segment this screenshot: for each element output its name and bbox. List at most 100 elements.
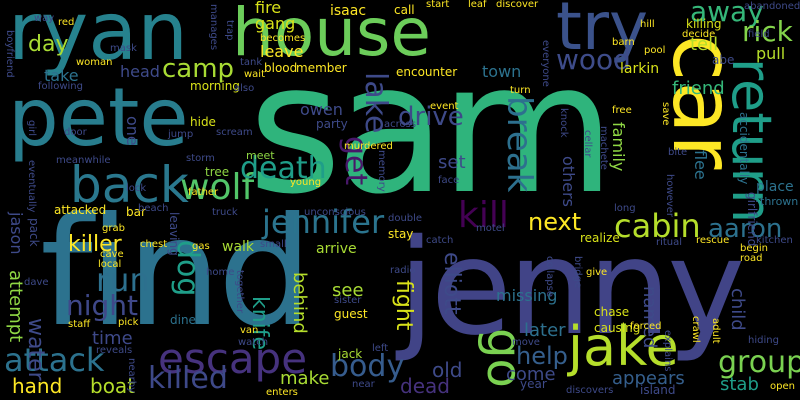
word-away: away <box>690 0 764 28</box>
word-island: island <box>640 383 676 397</box>
word-adult: adult <box>710 318 721 344</box>
word-water: water <box>23 318 48 381</box>
word-boat: boat <box>90 374 136 398</box>
word-following: following <box>38 81 83 92</box>
word-knife: knife <box>247 296 272 351</box>
word-body: body <box>330 349 405 384</box>
word-woman: woman <box>76 57 113 68</box>
word-double: double <box>388 213 423 224</box>
word-across: across <box>384 119 417 130</box>
word-later: later <box>524 320 566 341</box>
word-becomes: becomes <box>260 33 306 44</box>
word-manages: manages <box>208 4 219 51</box>
word-jack: jack <box>338 347 363 361</box>
word-attempt: attempt <box>5 270 26 343</box>
word-barn: barn <box>612 37 635 48</box>
word-staff: staff <box>68 319 91 330</box>
word-storm: storm <box>186 153 215 164</box>
word-return: return <box>720 58 783 224</box>
word-one: one <box>123 116 142 146</box>
word-pete: pete <box>8 71 189 164</box>
word-red: red <box>58 17 75 28</box>
word-turn: turn <box>510 85 531 96</box>
word-break: break <box>499 96 539 193</box>
word-murdered: murdered <box>344 141 393 152</box>
word-hide: hide <box>190 115 216 129</box>
word-forced: forced <box>630 321 662 332</box>
word-hiding: hiding <box>748 335 779 346</box>
word-small: small <box>260 239 287 250</box>
word-larkin: larkin <box>620 61 660 77</box>
word-set: set <box>438 152 466 173</box>
word-crawl: crawl <box>690 316 701 343</box>
word-wolf: wolf <box>180 167 255 208</box>
word-causing: causing <box>594 321 641 335</box>
word-start: start <box>426 0 450 10</box>
word-stab: stab <box>720 374 759 395</box>
word-chest: chest <box>140 239 168 250</box>
word-attacked: attacked <box>54 203 107 217</box>
word-night: night <box>66 289 139 322</box>
word-leaving: leaving <box>167 212 181 256</box>
word-mask: mask <box>110 43 137 54</box>
word-explains: explains <box>662 330 673 372</box>
word-abe: abe <box>712 53 735 67</box>
word-flee: flee <box>691 150 710 180</box>
word-face: face <box>438 175 460 186</box>
word-meanwhile: meanwhile <box>56 155 111 166</box>
word-event: event <box>430 101 459 112</box>
word-door: door <box>64 127 87 138</box>
word-wood: wood <box>556 43 631 76</box>
word-long: long <box>614 203 636 214</box>
word-cabin: cabin <box>614 207 701 245</box>
word-come: come <box>506 364 556 385</box>
word-boyfriend: boyfriend <box>4 30 15 78</box>
word-chase: chase <box>594 305 630 319</box>
word-give: give <box>586 267 608 278</box>
word-behind: behind <box>289 272 310 334</box>
word-make: make <box>280 368 330 389</box>
word-leaf: leaf <box>468 0 487 10</box>
word-decide: decide <box>682 29 716 40</box>
word-radio: radio <box>390 265 416 276</box>
word-friend: friend <box>672 78 725 99</box>
word-road: road <box>740 253 763 264</box>
word-young: young <box>290 177 322 188</box>
word-catch: catch <box>426 235 454 246</box>
word-beach: beach <box>138 203 169 214</box>
word-truck: truck <box>212 207 238 218</box>
word-field: field <box>748 29 770 40</box>
word-isaac: isaac <box>330 3 367 19</box>
word-drive: drive <box>398 102 464 132</box>
word-van: van <box>240 325 259 336</box>
word-child: child <box>727 288 748 331</box>
word-pool: pool <box>644 45 666 56</box>
word-open: open <box>770 381 795 392</box>
word-pull: pull <box>756 44 786 63</box>
word-eventually: eventually <box>26 160 37 213</box>
word-accidentally: accidentally <box>737 112 751 185</box>
word-near: near <box>352 379 375 390</box>
word-get: get <box>338 136 373 186</box>
word-back: back <box>70 156 189 214</box>
word-discover: discover <box>496 0 539 10</box>
word-kill: kill <box>458 195 509 236</box>
word-help: help <box>516 342 568 370</box>
word-pack: pack <box>27 218 41 247</box>
word-sister: sister <box>334 295 362 306</box>
word-pick: pick <box>118 317 139 328</box>
word-also: also <box>234 83 255 94</box>
word-stay: stay <box>388 227 414 241</box>
word-guest: guest <box>334 307 368 321</box>
word-encounter: encounter <box>396 65 458 79</box>
word-father: father <box>188 187 219 198</box>
word-watch: watch <box>238 337 269 348</box>
word-time: time <box>92 328 133 349</box>
word-wait: wait <box>244 69 266 80</box>
word-fire: fire <box>255 0 282 17</box>
word-free: free <box>612 105 632 116</box>
word-diner: diner <box>170 313 201 327</box>
word-collapse: collapse <box>544 256 555 298</box>
word-left: left <box>372 343 389 354</box>
